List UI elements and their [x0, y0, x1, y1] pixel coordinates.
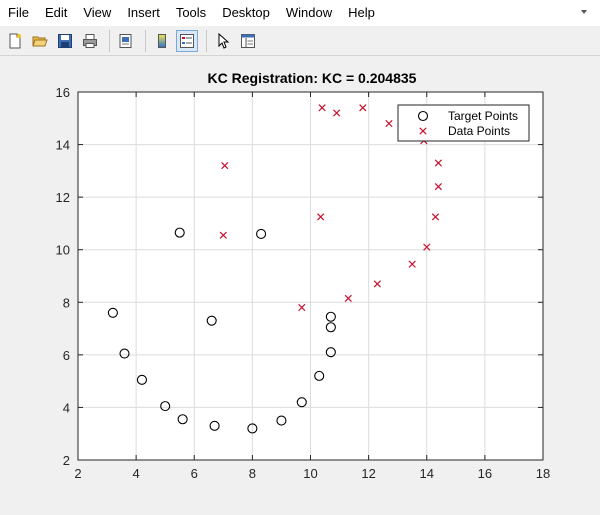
x-tick-label: 6: [191, 466, 198, 481]
x-tick-label: 18: [536, 466, 550, 481]
menu-edit[interactable]: Edit: [44, 5, 68, 20]
colorbar-icon: [158, 33, 166, 48]
save-button[interactable]: [54, 30, 76, 52]
data-point: [298, 303, 306, 312]
print-preview-icon: [119, 33, 132, 48]
data-point: [359, 104, 367, 112]
x-tick-label: 8: [249, 466, 256, 481]
figure-toolbar: [0, 26, 600, 56]
target-point: [177, 414, 188, 425]
menu-window[interactable]: Window: [285, 5, 333, 20]
target-point: [256, 228, 267, 239]
data-marks: [107, 104, 442, 434]
pointer-button[interactable]: [212, 30, 234, 52]
legend-entry: Target Points: [448, 109, 518, 123]
menu-insert[interactable]: Insert: [127, 5, 160, 20]
target-point: [206, 315, 217, 326]
menu-view[interactable]: View: [83, 5, 112, 20]
menu-desktop[interactable]: Desktop: [222, 5, 270, 20]
scatter-plot[interactable]: KC Registration: KC = 0.204835 2 4 6 8 10 12 1…: [0, 57, 600, 510]
data-point: [434, 159, 442, 167]
legend-entry: Data Points: [448, 124, 510, 138]
legend-icon: [180, 33, 194, 48]
toolbar-separator: [145, 29, 146, 52]
target-point: [325, 322, 336, 333]
menu-tools[interactable]: Tools: [175, 5, 207, 20]
x-tick-label: 16: [478, 466, 492, 481]
y-tick-label: 8: [63, 295, 70, 310]
target-point: [325, 347, 336, 358]
open-file-icon: [32, 36, 48, 46]
data-point: [385, 119, 393, 128]
menu-help[interactable]: Help: [348, 5, 375, 20]
data-point: [344, 294, 352, 302]
y-tick-label: 10: [56, 243, 70, 258]
legend-marker: [419, 127, 427, 135]
y-tick-label: 16: [56, 85, 70, 100]
data-point: [434, 183, 442, 191]
x-tick-label: 2: [74, 466, 81, 481]
toolbar-separator: [109, 29, 110, 52]
dock-arrow-icon[interactable]: [576, 4, 592, 20]
data-point: [423, 243, 431, 251]
target-point: [136, 374, 147, 385]
target-point: [119, 348, 130, 359]
target-point: [276, 415, 287, 426]
data-point: [221, 161, 229, 170]
chart-title: KC Registration: KC = 0.204835: [208, 70, 417, 86]
property-editor-icon: [241, 33, 255, 48]
y-tick-label: 14: [56, 138, 70, 153]
x-tick-label: 12: [361, 466, 375, 481]
y-tick-label: 6: [63, 348, 70, 363]
print-icon: [83, 33, 97, 48]
target-point: [160, 401, 171, 412]
figure-canvas: KC Registration: KC = 0.204835 2 4 6 8 10 12 1…: [0, 57, 600, 510]
legend-marker: [417, 110, 429, 122]
data-point: [408, 260, 416, 268]
print-button[interactable]: [79, 30, 101, 52]
target-point: [247, 423, 258, 434]
x-tick-label: 10: [303, 466, 317, 481]
target-point: [314, 370, 325, 381]
colorbar-button[interactable]: [151, 30, 173, 52]
legend-button[interactable]: [176, 29, 198, 52]
target-point: [296, 397, 307, 408]
data-point: [219, 231, 227, 239]
grid-lines: [77, 91, 544, 461]
target-point: [209, 420, 220, 431]
data-point: [318, 104, 326, 112]
pointer-icon: [218, 32, 230, 49]
property-editor-button[interactable]: [237, 30, 259, 52]
save-icon: [58, 33, 72, 48]
axis-ticks: 2 4 6 8 10 12 14 16 18 2 4 6 8 10 12 14 16: [56, 85, 551, 481]
target-point: [325, 311, 336, 322]
toolbar-separator: [206, 29, 207, 52]
data-point: [317, 213, 325, 221]
data-point: [373, 280, 381, 288]
data-point: [431, 213, 440, 221]
new-figure-button[interactable]: [4, 30, 26, 52]
target-point: [107, 307, 118, 318]
y-tick-label: 2: [63, 453, 70, 468]
data-point: [333, 109, 341, 117]
menu-file[interactable]: File: [8, 5, 29, 20]
print-preview-button[interactable]: [115, 30, 137, 52]
legend-box: [397, 104, 530, 142]
x-tick-label: 4: [133, 466, 140, 481]
y-tick-label: 12: [56, 190, 70, 205]
new-figure-icon: [9, 33, 21, 48]
target-point: [174, 227, 185, 238]
y-tick-label: 4: [63, 400, 70, 415]
x-tick-label: 14: [420, 466, 434, 481]
open-file-button[interactable]: [29, 30, 51, 52]
menu-bar: File Edit View Insert Tools Desktop Window Help: [0, 0, 600, 26]
